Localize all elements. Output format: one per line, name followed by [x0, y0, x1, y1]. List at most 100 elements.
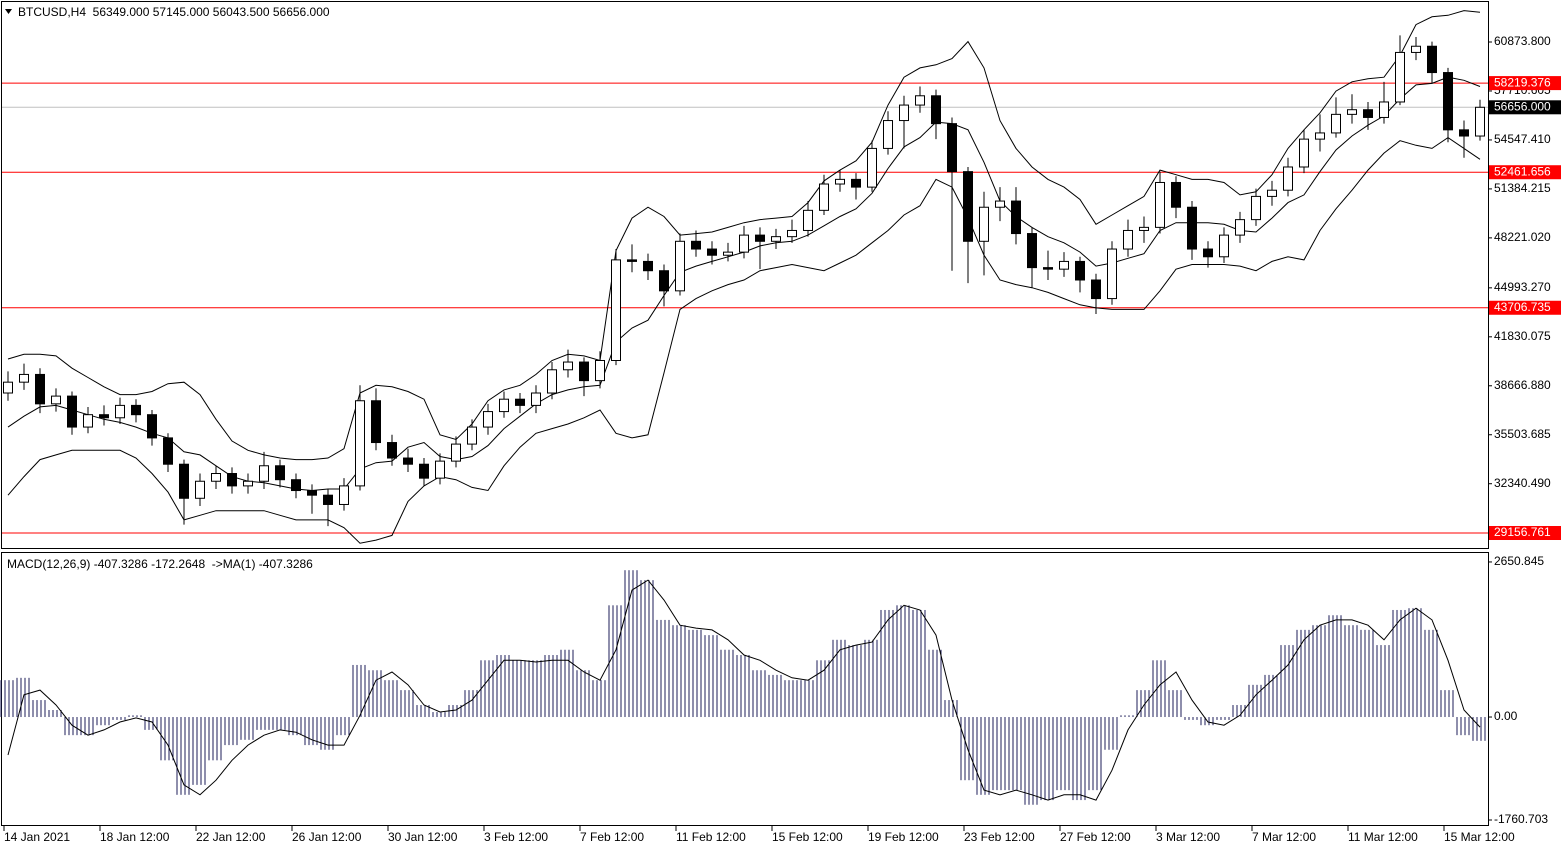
macd-bar: [464, 690, 480, 718]
level-label-box: [1489, 76, 1561, 91]
candle-body: [1395, 51, 1405, 103]
candle-body: [963, 171, 973, 242]
x-tick-label: 3 Feb 12:00: [484, 830, 548, 844]
candle-body: [611, 259, 621, 361]
candle-body: [243, 480, 253, 487]
macd-bar: [592, 680, 608, 718]
candle-body: [371, 400, 381, 444]
macd-bar: [80, 717, 96, 736]
macd-bar: [832, 639, 848, 718]
macd-bar: [0, 680, 16, 718]
macd-bar: [1440, 690, 1456, 718]
macd-bar: [256, 717, 272, 730]
candle-body: [275, 465, 285, 481]
level-label: 58219.376: [1494, 75, 1551, 89]
candle-body: [323, 494, 333, 505]
candle-body: [147, 414, 157, 439]
y-tick-label: 0.00: [1494, 709, 1518, 723]
macd-bar: [1184, 717, 1200, 720]
candle-body: [1363, 109, 1373, 118]
macd-bar: [1216, 717, 1232, 720]
macd-bar: [656, 619, 672, 718]
macd-bar: [784, 680, 800, 718]
macd-bar: [640, 580, 656, 718]
y-tick-label: 54547.410: [1494, 132, 1551, 146]
x-tick-label: 14 Jan 2021: [4, 830, 70, 844]
macd-bar: [576, 670, 592, 718]
candle-body: [515, 398, 525, 406]
macd-bar: [1072, 717, 1088, 801]
macd-bar: [272, 717, 288, 730]
macd-bar: [128, 715, 144, 718]
candle-body: [915, 95, 925, 106]
macd-bar: [976, 717, 992, 795]
macd-bar: [1312, 625, 1328, 718]
candle-body: [419, 463, 429, 479]
macd-bar: [320, 717, 336, 750]
candle-body: [435, 460, 445, 479]
level-label: 52461.656: [1494, 164, 1551, 178]
macd-bar: [1152, 660, 1168, 718]
macd-bar: [1136, 690, 1152, 718]
x-tick-label: 3 Mar 12:00: [1156, 830, 1220, 844]
macd-bar: [1264, 674, 1280, 718]
candle-body: [979, 206, 989, 242]
candle-body: [1027, 233, 1037, 269]
x-tick-label: 27 Feb 12:00: [1060, 830, 1131, 844]
candle-body: [483, 411, 493, 428]
macd-bar: [64, 717, 80, 736]
candle-body: [1315, 132, 1325, 140]
level-label-box: [1489, 526, 1561, 541]
current-price-label: 56656.000: [1494, 99, 1551, 113]
macd-bar: [1408, 608, 1424, 718]
candle-body: [259, 465, 269, 482]
candle-body: [387, 442, 397, 459]
level-label-box: [1489, 300, 1561, 315]
macd-bar: [288, 717, 304, 736]
macd-bar: [528, 660, 544, 718]
macd-signal: [7, 579, 1481, 801]
macd-bar: [1424, 629, 1440, 718]
candle-body: [1379, 101, 1389, 118]
macd-bar: [16, 677, 32, 718]
macd-bar: [192, 717, 208, 785]
x-tick-label: 15 Mar 12:00: [1444, 830, 1515, 844]
candle-body: [1219, 234, 1229, 258]
x-tick-label: 19 Feb 12:00: [868, 830, 939, 844]
macd-bar: [416, 705, 432, 718]
x-tick-label: 11 Mar 12:00: [1348, 830, 1418, 844]
level-label: 29156.761: [1494, 525, 1551, 539]
y-tick-label: 48221.020: [1494, 230, 1551, 244]
candle-body: [1075, 260, 1085, 281]
x-tick-label: 7 Feb 12:00: [580, 830, 644, 844]
macd-bar: [880, 609, 896, 718]
macd-bar: [1088, 717, 1104, 791]
candle-body: [739, 234, 749, 253]
candle-body: [1139, 226, 1149, 231]
macd-bar: [1328, 615, 1344, 718]
macd-bar: [720, 649, 736, 718]
candle-body: [1043, 267, 1053, 270]
candle-body: [451, 443, 461, 462]
candle-body: [3, 381, 13, 394]
candle-body: [1443, 72, 1453, 131]
candle-body: [1235, 219, 1245, 236]
macd-bar: [304, 717, 320, 746]
candle-body: [595, 359, 605, 382]
macd-bar: [624, 570, 640, 718]
macd-bar: [672, 625, 688, 718]
candle-body: [771, 236, 781, 242]
candle-body: [1187, 206, 1197, 250]
macd-bar: [384, 680, 400, 718]
menu-arrow[interactable]: [5, 9, 12, 14]
candle-body: [1123, 229, 1133, 250]
macd-bar: [896, 605, 912, 718]
candle-body: [179, 463, 189, 499]
x-tick-label: 18 Jan 12:00: [100, 830, 170, 844]
candle-body: [1155, 181, 1165, 228]
x-tick-label: 11 Feb 12:00: [676, 830, 746, 844]
candle-body: [291, 479, 301, 492]
candle-body: [563, 361, 573, 371]
current-price-box: [1489, 100, 1561, 115]
